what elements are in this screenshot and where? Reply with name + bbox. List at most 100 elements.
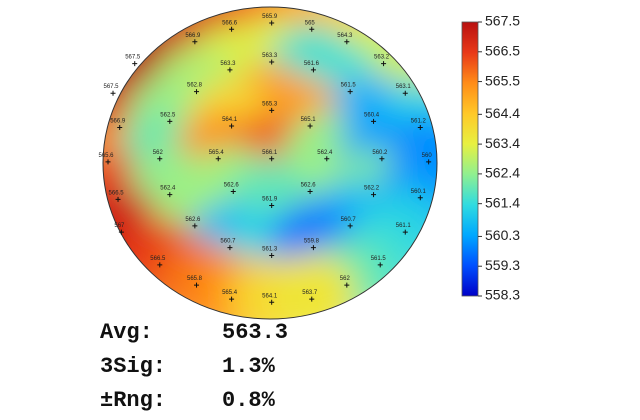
site-label: 565.4: [222, 290, 238, 296]
site-marker: [309, 26, 315, 32]
site-label: 562.6: [224, 183, 240, 189]
site-marker: [118, 229, 124, 235]
site-marker: [194, 282, 200, 288]
colorbar-label: 567.5: [485, 13, 520, 29]
stat-label: Avg:: [100, 320, 153, 345]
site-marker: [371, 192, 377, 198]
site-label: 562: [340, 276, 351, 282]
colorbar-label: 559.3: [485, 257, 520, 273]
stat-value: 0.8%: [222, 388, 276, 413]
site-label: 564.1: [262, 293, 278, 299]
site-label: 562.5: [160, 112, 176, 118]
site-label: 562.4: [160, 186, 176, 192]
colorbar-label: 565.5: [485, 72, 520, 88]
site-label: 561.9: [262, 197, 278, 203]
site-label: 565.8: [187, 276, 203, 282]
site-marker: [105, 159, 111, 165]
site-marker: [269, 252, 275, 258]
site-label: 566.5: [109, 190, 125, 196]
site-marker: [192, 39, 198, 45]
site-marker: [344, 282, 350, 288]
site-label: 563.3: [262, 53, 278, 59]
site-marker: [269, 156, 275, 162]
site-marker: [377, 262, 383, 268]
site-label: 562.8: [187, 83, 203, 89]
site-marker: [157, 262, 163, 268]
site-label: 560.7: [220, 239, 236, 245]
site-marker: [324, 156, 330, 162]
site-label: 560.7: [341, 217, 357, 223]
site-marker: [157, 156, 163, 162]
site-marker: [110, 90, 116, 96]
site-marker: [309, 296, 315, 302]
site-label: 560: [422, 153, 433, 159]
colorbar-label: 558.3: [485, 287, 520, 303]
site-label: 563.3: [220, 61, 236, 67]
site-label: 563.1: [396, 84, 412, 90]
site-label: 562: [153, 150, 164, 156]
site-label: 562.2: [364, 186, 380, 192]
colorbar-ticks: 567.5 566.5 565.5 564.4 563.4 562.4 561.4 560.3…: [478, 13, 520, 303]
site-label: 562.6: [301, 183, 317, 189]
site-label: 561.6: [304, 61, 320, 67]
site-marker: [115, 196, 121, 202]
colorbar-label: 563.4: [485, 135, 520, 151]
stat-label: 3Sig:: [100, 354, 166, 379]
site-marker: [229, 123, 235, 129]
site-marker: [230, 189, 236, 195]
site-label: 566.9: [185, 33, 201, 39]
site-label: 565.3: [262, 101, 278, 107]
site-marker: [310, 67, 316, 73]
site-label: 565.1: [301, 117, 317, 123]
site-label: 561.5: [341, 83, 357, 89]
site-marker: [132, 61, 138, 67]
site-marker: [426, 159, 432, 165]
site-label: 565.9: [262, 14, 278, 20]
site-label: 562.4: [317, 150, 333, 156]
site-label: 566.9: [110, 119, 126, 125]
wafer-outline: [102, 6, 438, 320]
site-label: 561.3: [262, 246, 278, 252]
site-label: 566.5: [150, 256, 166, 262]
site-marker: [269, 299, 275, 305]
site-label: 561.1: [396, 223, 412, 229]
site-marker: [417, 195, 423, 201]
site-label: 564.1: [222, 117, 238, 123]
site-label: 567.5: [125, 55, 141, 61]
site-label: 560.1: [411, 189, 427, 195]
site-label: 561.2: [411, 119, 427, 125]
site-marker: [227, 245, 233, 251]
site-label: 560.4: [364, 112, 380, 118]
site-marker: [347, 89, 353, 95]
site-marker: [307, 189, 313, 195]
site-label: 561.5: [371, 256, 387, 262]
site-marker: [371, 118, 377, 124]
site-marker: [347, 223, 353, 229]
stat-label: ±Rng:: [100, 388, 166, 413]
site-marker: [229, 26, 235, 32]
stat-value: 1.3%: [222, 354, 276, 379]
site-marker: [229, 296, 235, 302]
colorbar-label: 560.3: [485, 227, 520, 243]
site-label: 563.7: [302, 290, 318, 296]
colorbar-label: 561.4: [485, 194, 520, 210]
site-marker: [117, 125, 123, 131]
site-label: 562.6: [185, 217, 201, 223]
site-label: 565.4: [209, 150, 225, 156]
colorbar-label: 562.4: [485, 165, 520, 181]
site-label: 567: [114, 223, 125, 229]
sites: 566.6 565.9 565 566.9 564.3 567.5 563.3 563.3 56…: [99, 14, 433, 305]
colorbar: [461, 21, 479, 297]
site-marker: [381, 61, 387, 67]
site-marker: [269, 59, 275, 65]
site-marker: [227, 67, 233, 73]
site-marker: [402, 90, 408, 96]
site-marker: [417, 125, 423, 131]
site-marker: [215, 156, 221, 162]
site-marker: [167, 118, 173, 124]
site-label: 559.8: [304, 239, 320, 245]
site-marker: [269, 20, 275, 26]
site-marker: [192, 223, 198, 229]
site-label: 564.3: [337, 33, 353, 39]
